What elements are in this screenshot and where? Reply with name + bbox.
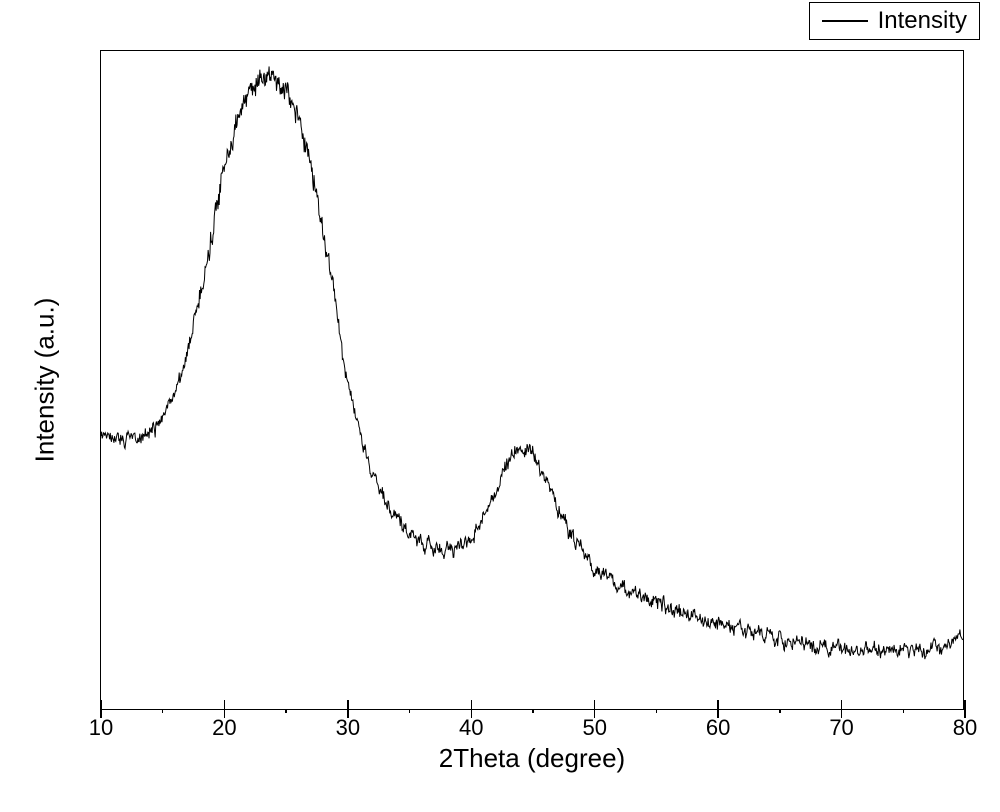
- xrd-figure: Intensity 1020304050607080 2Theta (degre…: [0, 0, 1000, 812]
- x-tick-label: 30: [336, 715, 360, 741]
- x-tick-minor: [532, 709, 534, 713]
- x-tick-label: 50: [582, 715, 606, 741]
- x-tick-major-in: [347, 700, 349, 709]
- x-tick-label: 10: [89, 715, 113, 741]
- legend-box: Intensity: [809, 2, 980, 40]
- x-tick-label: 70: [829, 715, 853, 741]
- x-tick-minor: [409, 709, 411, 713]
- intensity-curve: [101, 66, 963, 659]
- x-tick-major-in: [471, 700, 473, 709]
- x-tick-minor: [162, 709, 164, 713]
- legend-swatch: [822, 20, 868, 22]
- legend-label: Intensity: [878, 7, 967, 35]
- x-tick-label: 80: [953, 715, 977, 741]
- x-axis-label: 2Theta (degree): [439, 743, 625, 774]
- x-tick-major-in: [594, 700, 596, 709]
- x-tick-major-in: [224, 700, 226, 709]
- x-tick-minor: [779, 709, 781, 713]
- x-tick-label: 60: [706, 715, 730, 741]
- intensity-curve-svg: [101, 51, 963, 709]
- x-tick-label: 40: [459, 715, 483, 741]
- x-tick-major-in: [841, 700, 843, 709]
- x-tick-label: 20: [212, 715, 236, 741]
- x-tick-major-in: [964, 700, 966, 709]
- x-tick-minor: [285, 709, 287, 713]
- y-axis-label: Intensity (a.u.): [30, 298, 61, 463]
- x-tick-major-in: [100, 700, 102, 709]
- x-tick-minor: [903, 709, 905, 713]
- x-tick-minor: [656, 709, 658, 713]
- x-tick-major-in: [717, 700, 719, 709]
- plot-area: 1020304050607080 2Theta (degree) Intensi…: [100, 50, 964, 710]
